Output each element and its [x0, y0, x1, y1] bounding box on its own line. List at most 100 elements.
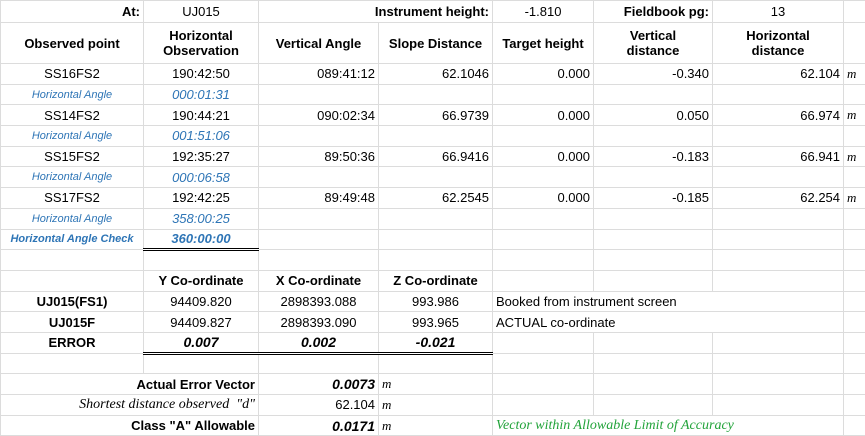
cell	[377, 228, 494, 251]
cell	[492, 394, 595, 416]
value: -1.810	[492, 0, 595, 23]
summary-value: 62.104	[258, 394, 379, 416]
angle-label: Horizontal Angle	[0, 166, 144, 189]
cell	[377, 125, 494, 147]
cell	[843, 290, 865, 313]
cell	[0, 269, 144, 292]
cell	[843, 311, 865, 333]
horizontal-observation: 192:35:27	[143, 145, 259, 168]
cell	[593, 207, 714, 230]
coordinate: 2898393.090	[258, 311, 379, 333]
value: 13	[712, 0, 845, 23]
point: SS16FS2	[0, 63, 144, 85]
horizontal-observation: 192:42:25	[143, 187, 259, 209]
unit: m	[843, 63, 865, 85]
error-value: 0.002	[258, 331, 379, 355]
unit: m	[377, 373, 494, 395]
cell	[593, 373, 714, 395]
summary-label: Shortest distance observed "d"	[0, 394, 259, 416]
column-header: X Co-ordinate	[258, 269, 379, 292]
cell	[377, 207, 494, 230]
point: SS14FS2	[0, 104, 144, 127]
cell	[843, 0, 865, 23]
summary-label: Class "A" Allowable	[0, 414, 259, 436]
point: SS17FS2	[0, 187, 144, 209]
horizontal-observation: 190:44:21	[143, 104, 259, 127]
unit: m	[377, 414, 494, 436]
cell	[712, 269, 845, 292]
cell	[712, 394, 845, 416]
vertical-distance: 0.050	[593, 104, 714, 127]
cell	[593, 125, 714, 147]
cell	[258, 166, 379, 189]
check-label: Horizontal Angle Check	[0, 228, 144, 251]
cell	[258, 125, 379, 147]
column-header: Y Co-ordinate	[143, 269, 259, 292]
cell	[492, 352, 595, 375]
cell	[712, 331, 845, 354]
cell	[492, 83, 595, 106]
column-header: Z Co-ordinate	[377, 269, 494, 292]
cell	[377, 249, 494, 271]
cell	[258, 249, 379, 271]
cell	[843, 352, 865, 375]
cell	[492, 249, 595, 271]
cell	[593, 83, 714, 106]
cell	[712, 228, 845, 251]
cell	[843, 373, 865, 395]
slope-distance: 62.1046	[377, 63, 494, 85]
cell	[593, 228, 714, 251]
cell	[0, 249, 144, 271]
angle-value: 000:01:31	[143, 83, 259, 106]
coordinate: 993.986	[377, 290, 494, 313]
cell	[492, 207, 595, 230]
target-height: 0.000	[492, 104, 595, 127]
cell	[712, 207, 845, 230]
coordinate: 94409.827	[143, 311, 259, 333]
verdict: Vector within Allowable Limit of Accurac…	[492, 414, 845, 436]
cell	[492, 166, 595, 189]
cell	[492, 331, 595, 354]
value: UJ015	[143, 0, 259, 23]
column-header: Horizontal distance	[712, 22, 845, 64]
angle-value: 358:00:25	[143, 207, 259, 230]
error-value: 0.007	[143, 331, 259, 355]
cell	[258, 228, 379, 251]
point-name: UJ015(FS1)	[0, 290, 144, 313]
angle-value: 001:51:06	[143, 125, 259, 147]
cell	[712, 352, 845, 375]
coordinate: 2898393.088	[258, 290, 379, 313]
cell	[377, 83, 494, 106]
error-value: -0.021	[377, 331, 494, 355]
cell	[843, 83, 865, 106]
cell	[843, 228, 865, 251]
cell	[843, 125, 865, 147]
horizontal-observation: 190:42:50	[143, 63, 259, 85]
cell	[492, 228, 595, 251]
cell	[377, 166, 494, 189]
cell	[593, 269, 714, 292]
check-value: 360:00:00	[143, 228, 259, 252]
unit: m	[843, 187, 865, 209]
cell	[843, 207, 865, 230]
horizontal-distance: 62.104	[712, 63, 845, 85]
angle-label: Horizontal Angle	[0, 125, 144, 147]
horizontal-distance: 66.941	[712, 145, 845, 168]
label: Instrument height:	[257, 0, 494, 23]
target-height: 0.000	[492, 63, 595, 85]
column-header: Vertical distance	[593, 22, 714, 64]
column-header-text: Horizontal distance	[746, 28, 810, 58]
cell	[593, 166, 714, 189]
cell	[492, 269, 595, 292]
cell	[712, 125, 845, 147]
cell	[258, 352, 379, 375]
angle-label: Horizontal Angle	[0, 207, 144, 230]
cell	[843, 166, 865, 189]
horizontal-distance: 62.254	[712, 187, 845, 209]
slope-distance: 62.2545	[377, 187, 494, 209]
cell	[377, 352, 494, 375]
cell	[712, 249, 845, 271]
column-header-text: Vertical distance	[626, 28, 680, 58]
vertical-distance: -0.185	[593, 187, 714, 209]
vertical-angle: 89:49:48	[258, 187, 379, 209]
